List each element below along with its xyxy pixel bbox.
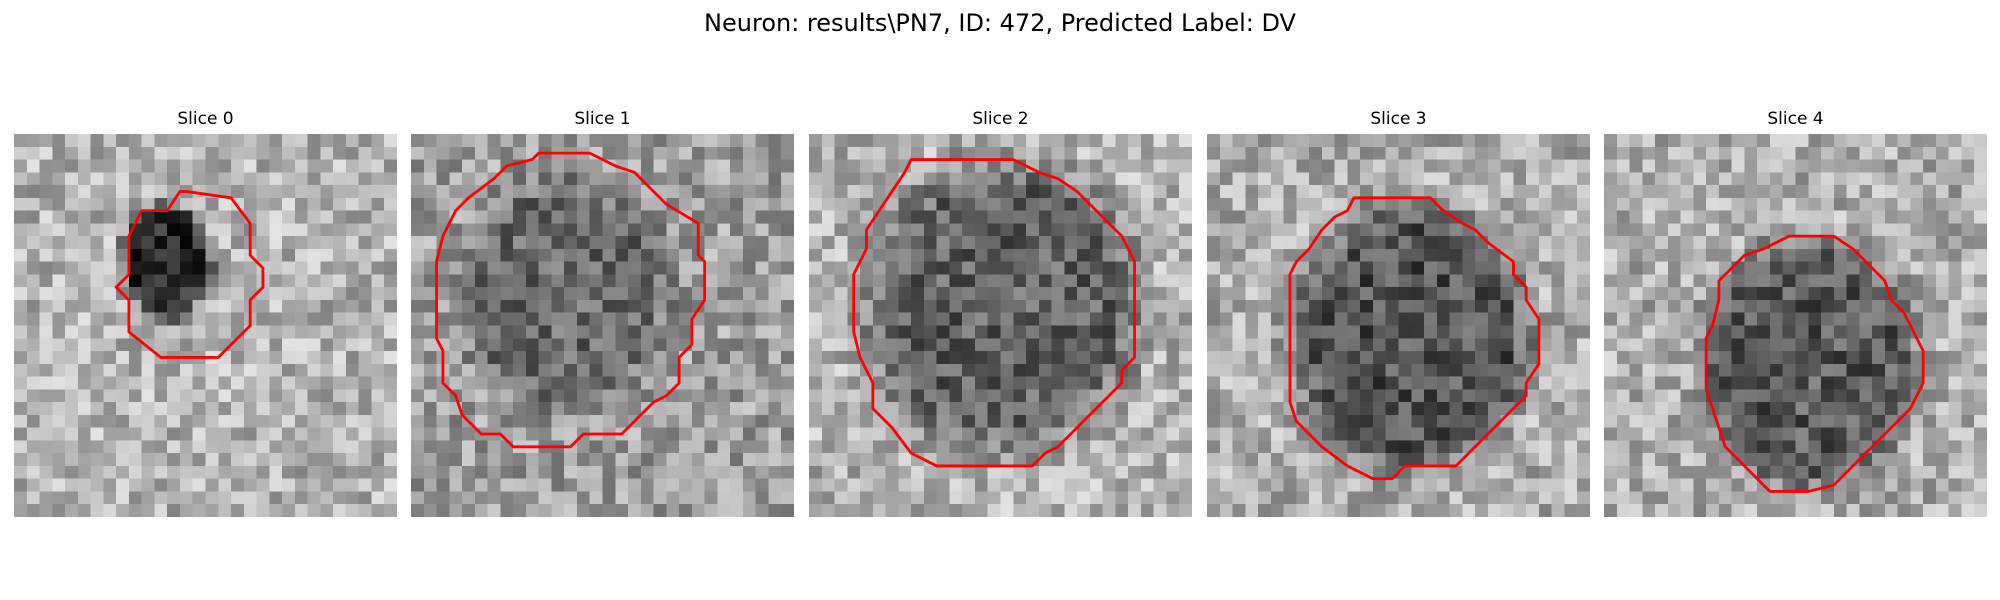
slice-title-3: Slice 3 [1207,108,1590,130]
slice-panel-1: Slice 1 [411,108,794,517]
slice-panel-3: Slice 3 [1207,108,1590,517]
pixel-grid [1604,134,1987,517]
slice-panel-0: Slice 0 [14,108,397,517]
slice-image-3 [1207,134,1590,517]
pixel-grid [1207,134,1590,517]
slice-image-2 [809,134,1192,517]
figure-title: Neuron: results\PN7, ID: 472, Predicted … [0,8,2000,38]
slice-panel-4: Slice 4 [1604,108,1987,517]
slice-title-2: Slice 2 [809,108,1192,130]
pixel-grid [411,134,794,517]
slice-panel-2: Slice 2 [809,108,1192,517]
slice-image-1 [411,134,794,517]
slice-title-0: Slice 0 [14,108,397,130]
slice-image-0 [14,134,397,517]
pixel-grid [14,134,397,517]
slice-title-4: Slice 4 [1604,108,1987,130]
slice-image-4 [1604,134,1987,517]
slice-title-1: Slice 1 [411,108,794,130]
